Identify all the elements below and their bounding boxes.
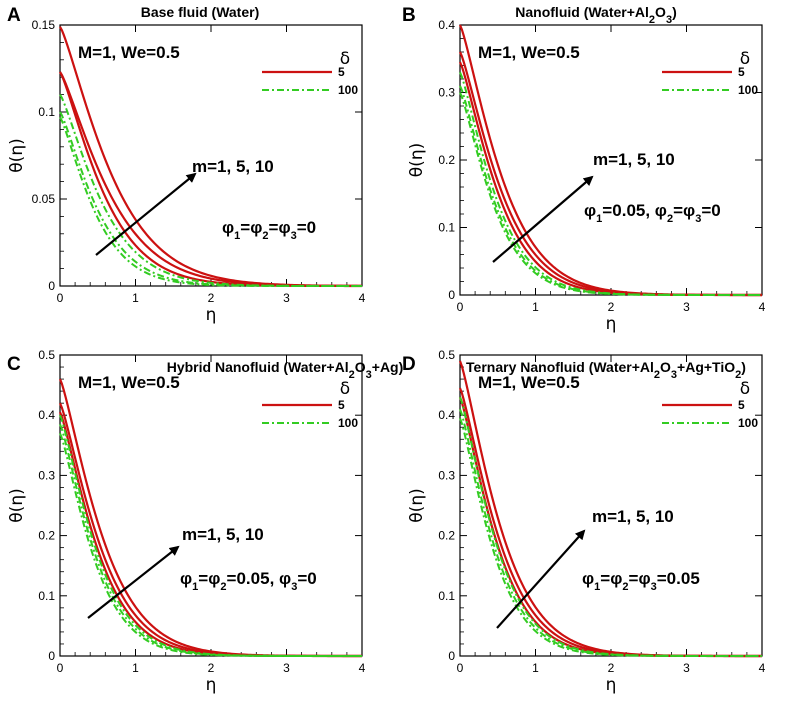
panel-a-series-4-delta100 [59, 94, 362, 287]
panel-b-series-5-delta100 [459, 85, 762, 296]
panel-c-trend-arrow [87, 545, 180, 619]
panel-d-ytick-label: 0.2 [438, 529, 455, 543]
panel-a-xtick-label: 2 [208, 291, 215, 305]
panel-b-series-6-delta100 [459, 92, 762, 296]
panel-a-phi-label: φ1=φ2=φ3=0 [222, 218, 316, 242]
panel-a-xtick-label: 4 [359, 291, 366, 305]
panel-c-xtick-label: 4 [359, 661, 366, 675]
panel-b-xtick-label: 0 [457, 300, 464, 314]
panel-c-xtick-label: 1 [132, 661, 139, 675]
panel-c-legend-label-100: 100 [338, 416, 358, 430]
panel-a-xlabel: η [206, 305, 217, 325]
panel-b-legend-title: δ [740, 49, 750, 69]
panel-b-params: M=1, We=0.5 [478, 43, 580, 62]
panel-c-legend-title: δ [340, 379, 350, 399]
panel-c-phi-label: φ1=φ2=0.05, φ3=0 [180, 569, 317, 593]
panel-a-ytick-label: 0.05 [32, 192, 56, 206]
panel-c-xtick-label: 2 [208, 661, 215, 675]
panel-b-series-2-delta5 [458, 51, 762, 297]
panel-d-phi-label: φ1=φ2=φ3=0.05 [582, 569, 700, 593]
panel-a-series-3-delta5 [59, 71, 362, 288]
panel-c-m-label: m=1, 5, 10 [182, 525, 264, 544]
panel-b-xlabel: η [606, 314, 617, 334]
panel-b-legend-label-5: 5 [738, 65, 745, 79]
panel-c-ytick-label: 0.4 [38, 408, 55, 422]
panel-a-params: M=1, We=0.5 [78, 43, 180, 62]
panel-a-xtick-label: 1 [132, 291, 139, 305]
panel-d-xtick-label: 2 [608, 661, 615, 675]
panel-a-letter: A [7, 5, 21, 26]
panel-d-ylabel: θ(η) [407, 488, 427, 522]
panel-a-trend-arrow [95, 172, 197, 256]
panel-b-ytick-label: 0.2 [438, 153, 455, 167]
panel-c-series-6-delta100 [59, 432, 362, 657]
panel-c-letter: C [7, 354, 21, 375]
panel-a-m-label: m=1, 5, 10 [192, 157, 274, 176]
panel-b-series-3-delta5 [458, 61, 762, 297]
panel-c-legend-label-5: 5 [338, 398, 345, 412]
panel-c-title: Hybrid Nanofluid (Water+Al2O3+Ag) [167, 359, 404, 381]
panel-a-ylabel: θ(η) [7, 138, 27, 172]
panel-d-xtick-label: 1 [532, 661, 539, 675]
panel-c-ylabel: θ(η) [7, 488, 27, 522]
panel-d-xtick-label: 3 [683, 661, 690, 675]
panel-d-xlabel: η [606, 675, 617, 695]
panel-d-series-6-delta100 [459, 417, 762, 657]
panel-c-ytick-label: 0.1 [38, 589, 55, 603]
panel-d-ytick-label: 0.3 [438, 468, 455, 482]
panel-b-ytick-label: 0.1 [438, 221, 455, 235]
panel-b-title: Nanofluid (Water+Al2O3) [515, 4, 676, 26]
panel-d-params: M=1, We=0.5 [478, 373, 580, 392]
panel-b-ylabel: θ(η) [407, 143, 427, 177]
panel-c-ytick-label: 0.5 [38, 348, 55, 362]
panel-d-letter: D [402, 354, 416, 375]
panel-d-ytick-label: 0.1 [438, 589, 455, 603]
panel-b-legend-label-100: 100 [738, 83, 758, 97]
panel-b-m-label: m=1, 5, 10 [593, 150, 675, 169]
panel-a-title: Base fluid (Water) [141, 4, 260, 20]
panel-c-xlabel: η [206, 675, 217, 695]
panel-b-xtick-label: 2 [608, 300, 615, 314]
panel-b-xtick-label: 3 [683, 300, 690, 314]
panel-c-params: M=1, We=0.5 [78, 373, 180, 392]
panel-b-letter: B [402, 5, 416, 26]
panel-a-xtick-label: 0 [57, 291, 64, 305]
panel-b-ytick-label: 0 [448, 288, 455, 302]
panel-c-ytick-label: 0.3 [38, 468, 55, 482]
panel-a-ytick-label: 0 [48, 279, 55, 293]
panel-a-legend-title: δ [340, 49, 350, 69]
panel-a-series-6-delta100 [59, 116, 362, 287]
panel-c-xtick-label: 3 [283, 661, 290, 675]
panel-b-trend-arrow [492, 175, 594, 263]
panel-d-title: Ternary Nanofluid (Water+Al2O3+Ag+TiO2) [466, 359, 746, 381]
panel-a-series-2-delta5 [59, 71, 363, 288]
panel-d-legend-title: δ [740, 379, 750, 399]
panel-d-m-label: m=1, 5, 10 [592, 507, 674, 526]
panel-d-ytick-label: 0 [448, 649, 455, 663]
panel-a-legend-label-100: 100 [338, 83, 358, 97]
panel-d-xtick-label: 4 [759, 661, 766, 675]
panel-d-ytick-label: 0.4 [438, 408, 455, 422]
panel-b-ytick-label: 0.4 [438, 18, 455, 32]
panel-d-ytick-label: 0.5 [438, 348, 455, 362]
panel-d-plot-frame [459, 354, 763, 657]
panel-b-ytick-label: 0.3 [438, 86, 455, 100]
panel-d-trend-arrow [496, 529, 586, 629]
panel-b-xtick-label: 1 [532, 300, 539, 314]
panel-a-xtick-label: 3 [283, 291, 290, 305]
panel-c-ytick-label: 0 [48, 649, 55, 663]
panel-c-xtick-label: 0 [57, 661, 64, 675]
panel-d-xtick-label: 0 [457, 661, 464, 675]
panel-c-series-1-delta5 [58, 378, 362, 658]
panel-b-phi-label: φ1=0.05, φ2=φ3=0 [584, 201, 721, 225]
panel-c-ytick-label: 0.2 [38, 529, 55, 543]
panel-b-xtick-label: 4 [759, 300, 766, 314]
panel-c-plot-frame [59, 354, 363, 657]
panel-a-ytick-label: 0.15 [32, 18, 56, 32]
panel-d-legend-label-100: 100 [738, 416, 758, 430]
panel-d-legend-label-5: 5 [738, 398, 745, 412]
panel-a-legend-label-5: 5 [338, 65, 345, 79]
panel-a-ytick-label: 0.1 [38, 105, 55, 119]
